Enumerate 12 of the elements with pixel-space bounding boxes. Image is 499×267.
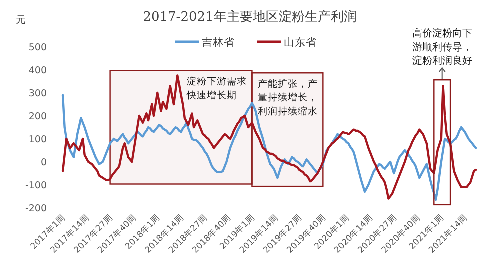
y-tick-label: -200 bbox=[25, 204, 47, 214]
y-tick-label: 200 bbox=[28, 112, 47, 122]
y-tick-label: -100 bbox=[25, 180, 47, 192]
y-tick-label: 300 bbox=[28, 88, 47, 100]
y-tick-label: 100 bbox=[28, 134, 47, 146]
title: 2017-2021年主要地区淀粉生产利润 bbox=[143, 10, 357, 25]
legend-label: 吉林省 bbox=[202, 36, 235, 49]
ylabel: 元 bbox=[16, 15, 26, 26]
y-tick-label: 400 bbox=[28, 66, 47, 76]
y-tick-label: 500 bbox=[28, 42, 47, 54]
y-tick-label: 0 bbox=[40, 158, 47, 168]
legend-label: 山东省 bbox=[284, 36, 317, 49]
